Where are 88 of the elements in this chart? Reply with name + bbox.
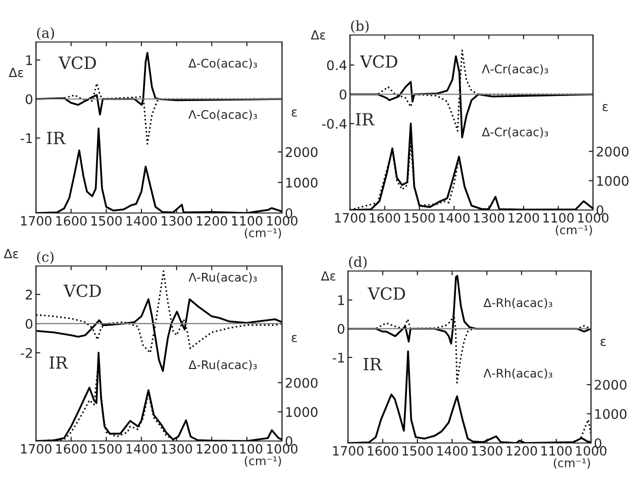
annotation: IR: [356, 113, 375, 126]
x-tick-label: 1000: [267, 216, 298, 226]
y2-tick-label: 2000: [286, 378, 318, 388]
x-tick-label: 1000: [578, 213, 608, 223]
x-tick-label: 1200: [196, 216, 228, 226]
x-tick-label: 1700: [333, 446, 364, 456]
y-tick-label: -1: [332, 352, 344, 362]
x-tick-label: 1200: [508, 213, 539, 223]
annotation: VCD: [368, 287, 405, 300]
chart-title: (d): [349, 256, 367, 269]
y-tick-label: 1: [26, 55, 32, 65]
y-tick-label: 0: [26, 318, 32, 329]
y2-tick-label: 1000: [286, 178, 318, 188]
x-axis-title: (cm⁻¹): [244, 228, 281, 239]
y-tick-label: 1: [338, 295, 344, 306]
y-tick-label: 0.4: [327, 60, 346, 70]
x-tick-label: 1500: [91, 444, 122, 454]
y2-tick-label: 2000: [596, 146, 628, 157]
x-tick-label: 1600: [56, 444, 87, 454]
annotation: IR: [364, 358, 382, 370]
x-tick-label: 1300: [474, 213, 504, 223]
annotation: IR: [49, 356, 68, 369]
y2-tick-label: 1000: [597, 176, 628, 186]
x-tick-label: 1200: [506, 446, 537, 456]
x-tick-label: 1300: [472, 446, 502, 456]
y2-axis-title: ε: [292, 109, 297, 117]
x-axis-title: (cm⁻¹): [244, 456, 281, 467]
y2-axis-title: ε: [292, 334, 297, 342]
x-axis-title: (cm⁻¹): [556, 225, 592, 236]
x-tick-label: 1400: [126, 216, 157, 226]
x-tick-label: 1300: [162, 216, 192, 226]
y-tick-label: 0: [26, 94, 32, 104]
y-axis-title: Δε: [8, 68, 24, 78]
x-tick-label: 1400: [437, 446, 468, 456]
annotation: Δ-Co(acac)₃: [188, 58, 257, 70]
x-tick-label: 1400: [126, 444, 157, 454]
x-tick-label: 1000: [267, 444, 298, 454]
y2-tick-label: 2000: [594, 380, 626, 390]
y2-tick-label: 0: [594, 438, 602, 448]
x-tick-label: 1100: [543, 213, 574, 223]
x-tick-label: 1100: [541, 446, 572, 456]
x-tick-label: 1600: [368, 446, 398, 456]
y2-tick-label: 2000: [286, 147, 318, 158]
y-tick-label: -0.4: [322, 118, 346, 129]
y2-tick-label: 1000: [286, 407, 318, 418]
y2-tick-label: 0: [286, 208, 292, 218]
x-tick-label: 1000: [576, 446, 606, 456]
y-tick-label: 2: [26, 290, 32, 300]
y2-axis-title: ε: [600, 338, 606, 346]
y-tick-label: -1: [20, 133, 32, 144]
x-tick-label: 1500: [402, 446, 433, 456]
annotation: Λ-Rh(acac)₃: [483, 368, 552, 380]
annotation: Δ-Cr(acac)₃: [482, 127, 548, 138]
x-tick-label: 1600: [56, 216, 87, 226]
x-tick-label: 1700: [21, 216, 52, 226]
x-tick-label: 1300: [162, 444, 192, 454]
annotation: VCD: [360, 55, 398, 68]
annotation: Λ-Co(acac)₃: [188, 110, 257, 120]
annotation: Λ-Cr(acac)₃: [482, 64, 548, 75]
y-tick-label: 0: [340, 90, 346, 100]
y-axis-title: Δε: [4, 249, 18, 258]
x-tick-label: 1500: [91, 216, 122, 226]
chart-title: (c): [37, 251, 54, 264]
annotation: VCD: [64, 284, 101, 298]
annotation: Λ-Ru(acac)₃: [188, 272, 257, 284]
x-tick-label: 1200: [196, 444, 228, 454]
y2-tick-label: 0: [286, 436, 292, 446]
y-axis-title: Δε: [310, 30, 326, 40]
annotation: Δ-Rh(acac)₃: [483, 298, 552, 308]
x-tick-label: 1100: [232, 444, 262, 454]
chart-title: (a): [37, 27, 54, 40]
y-tick-label: 0: [338, 324, 344, 334]
y2-tick-label: 0: [596, 205, 604, 216]
annotation: VCD: [58, 56, 96, 70]
x-tick-label: 1400: [439, 213, 470, 223]
x-tick-label: 1500: [404, 213, 435, 223]
x-tick-label: 1700: [335, 213, 366, 223]
x-tick-label: 1100: [232, 216, 262, 226]
y2-axis-title: ε: [602, 104, 608, 112]
x-axis-title: (cm⁻¹): [554, 458, 590, 469]
y-axis-title: Δε: [321, 271, 336, 281]
annotation: Δ-Ru(acac)₃: [188, 360, 257, 371]
y-tick-label: -2: [20, 348, 32, 358]
chart-title: (b): [351, 20, 369, 33]
annotation: IR: [47, 132, 66, 144]
y2-tick-label: 1000: [595, 409, 626, 419]
x-tick-label: 1600: [370, 213, 400, 223]
x-tick-label: 1700: [21, 444, 52, 454]
